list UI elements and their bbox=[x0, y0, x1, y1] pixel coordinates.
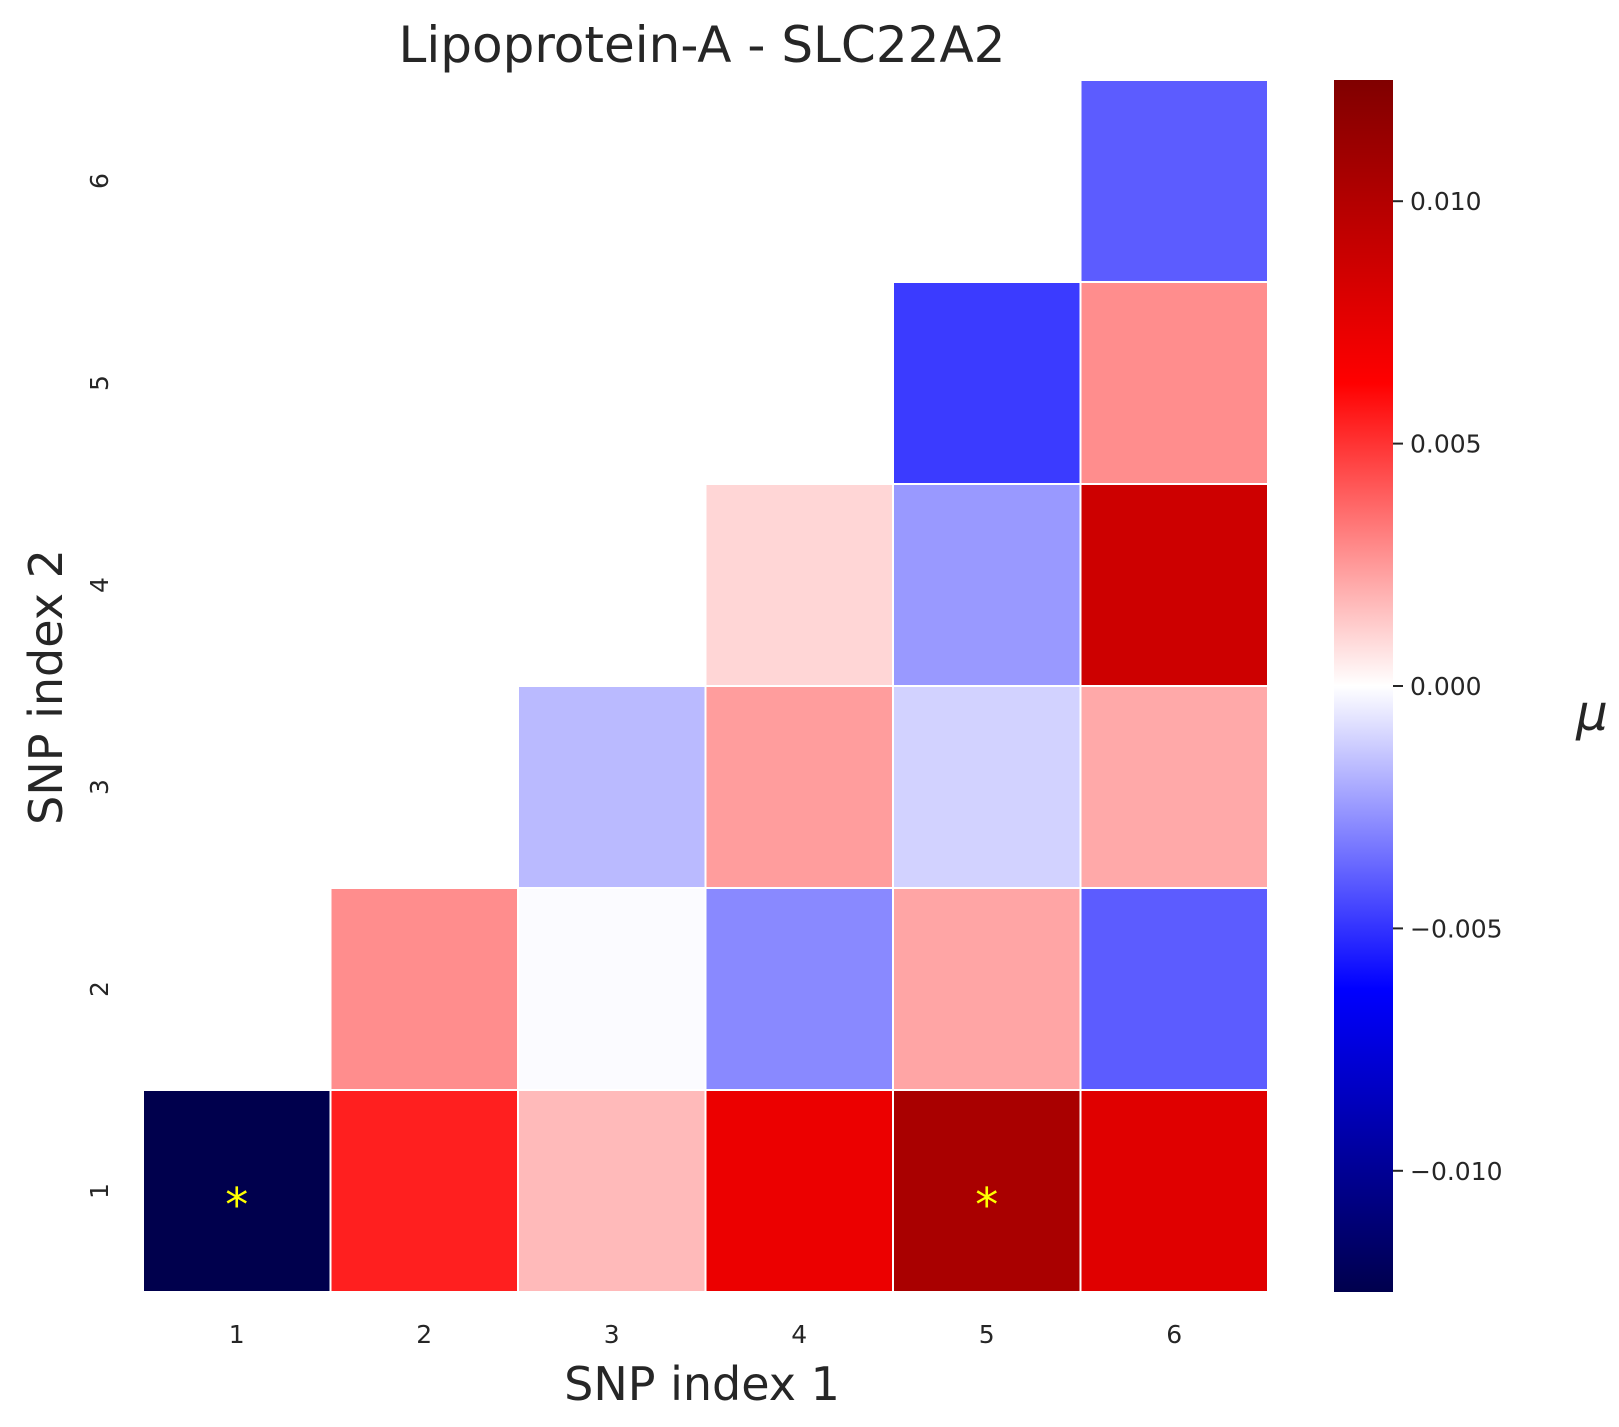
heatmap-cell-2-1 bbox=[329, 1089, 519, 1293]
y-tick-label: 1 bbox=[85, 1183, 114, 1199]
y-tick-label: 2 bbox=[85, 981, 114, 997]
x-tick-label: 6 bbox=[1166, 1320, 1182, 1349]
heatmap-cell-4-1 bbox=[704, 1089, 894, 1293]
heatmap-annotations: * * bbox=[225, 1178, 998, 1232]
colorbar bbox=[1334, 80, 1393, 1292]
colorbar-tick-label: 0.005 bbox=[1410, 430, 1482, 459]
heatmap-cell-3-1 bbox=[517, 1089, 707, 1293]
heatmap-cell-4-3 bbox=[704, 685, 894, 889]
y-tick-label: 5 bbox=[85, 375, 114, 391]
x-axis-label: SNP index 1 bbox=[564, 1357, 840, 1411]
y-tick-label: 4 bbox=[85, 577, 114, 593]
heatmap-cell-6-5 bbox=[1079, 281, 1269, 485]
cell-annotation-1-1: * bbox=[225, 1178, 248, 1232]
x-tick-labels: 1 2 3 4 5 6 bbox=[229, 1320, 1182, 1349]
colorbar-tick-label: 0.000 bbox=[1410, 672, 1482, 701]
heatmap-cell-5-3 bbox=[892, 685, 1082, 889]
x-tick-label: 5 bbox=[979, 1320, 995, 1349]
heatmap-cell-6-1 bbox=[1079, 1089, 1269, 1293]
colorbar-ticks: 0.010 0.005 0.000 −0.005 −0.010 bbox=[1393, 187, 1503, 1186]
y-tick-label: 6 bbox=[85, 173, 114, 189]
heatmap-cell-6-2 bbox=[1079, 887, 1269, 1091]
heatmap-cells bbox=[142, 79, 1269, 1293]
x-tick-label: 3 bbox=[604, 1320, 620, 1349]
x-tick-label: 2 bbox=[416, 1320, 432, 1349]
chart-title: Lipoprotein-A - SLC22A2 bbox=[399, 16, 1006, 74]
heatmap-cell-5-1 bbox=[892, 1089, 1082, 1293]
heatmap-cell-2-2 bbox=[329, 887, 519, 1091]
x-tick-label: 4 bbox=[791, 1320, 807, 1349]
y-tick-label: 3 bbox=[85, 779, 114, 795]
colorbar-tick-label: 0.010 bbox=[1410, 187, 1482, 216]
colorbar-tick-label: −0.005 bbox=[1410, 914, 1503, 943]
y-axis-label: SNP index 2 bbox=[19, 549, 73, 825]
heatmap-cell-6-4 bbox=[1079, 483, 1269, 687]
heatmap-cell-6-3 bbox=[1079, 685, 1269, 889]
cell-annotation-5-1: * bbox=[975, 1178, 998, 1232]
x-tick-label: 1 bbox=[229, 1320, 245, 1349]
heatmap-cell-1-1 bbox=[142, 1089, 332, 1293]
heatmap-cell-6-6 bbox=[1079, 79, 1269, 283]
heatmap-cell-3-3 bbox=[517, 685, 707, 889]
heatmap-cell-3-2 bbox=[517, 887, 707, 1091]
heatmap-cell-5-2 bbox=[892, 887, 1082, 1091]
heatmap-cell-5-5 bbox=[892, 281, 1082, 485]
colorbar-label: μ bbox=[1575, 684, 1608, 742]
heatmap-cell-5-4 bbox=[892, 483, 1082, 687]
colorbar-tick-label: −0.010 bbox=[1410, 1157, 1503, 1186]
y-tick-labels: 1 2 3 4 5 6 bbox=[85, 173, 114, 1199]
heatmap-cell-4-2 bbox=[704, 887, 894, 1091]
heatmap-cell-4-4 bbox=[704, 483, 894, 687]
